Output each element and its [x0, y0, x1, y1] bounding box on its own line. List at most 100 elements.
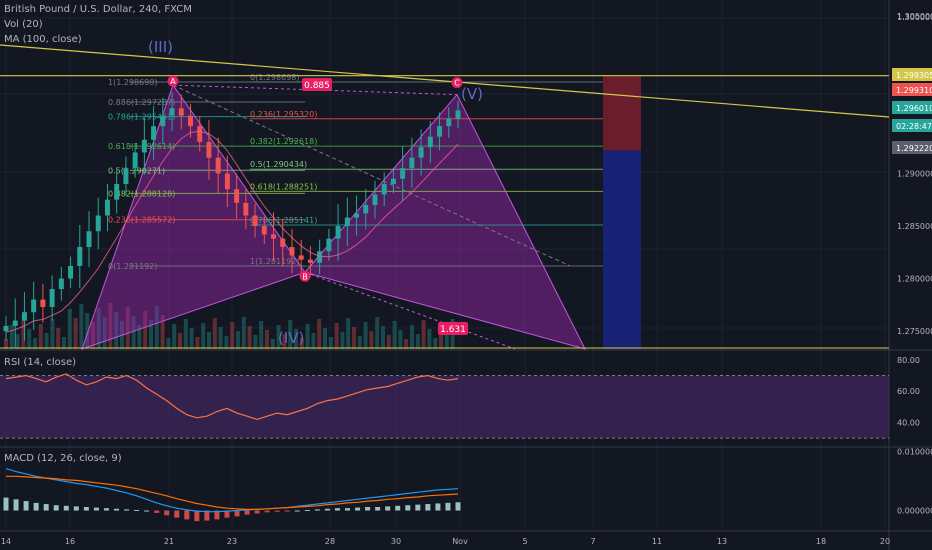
macd-hist-bar — [375, 506, 381, 511]
volume-bar — [9, 325, 14, 349]
macd-hist-bar — [214, 510, 220, 520]
price-tick: 1.300000 — [897, 13, 932, 22]
macd-hist-bar — [405, 505, 411, 511]
candle-body — [298, 255, 304, 260]
candle-body — [234, 189, 240, 203]
fib-right-label: 0.5(1.290434) — [250, 160, 307, 169]
candle-body — [400, 168, 406, 179]
price-label-bg — [892, 141, 932, 154]
macd-hist-bar — [204, 510, 210, 521]
time-tick: 30 — [391, 537, 401, 546]
volume-bar — [363, 322, 368, 349]
point-b-label: B — [302, 272, 308, 281]
harmonic-pattern[interactable] — [81, 84, 586, 350]
volume-bar — [73, 318, 78, 349]
candle-body — [390, 178, 396, 184]
time-tick: 18 — [816, 537, 826, 546]
macd-hist-bar — [113, 508, 119, 511]
volume-bar — [340, 332, 345, 349]
price-label: 1.296010 — [896, 104, 932, 113]
pattern-bd-leg — [304, 271, 516, 350]
volume-bar — [311, 333, 316, 349]
volume-bar — [67, 309, 72, 349]
price-tick: 1.305000 — [897, 12, 932, 21]
candle-body — [252, 215, 258, 227]
candle-body — [77, 247, 83, 266]
volume-bar — [346, 318, 351, 349]
trend-line — [0, 44, 890, 118]
volume-bar — [265, 330, 269, 349]
time-tick: 5 — [522, 537, 527, 546]
price-tick: 1.285000 — [897, 222, 932, 231]
macd-hist-bar — [234, 510, 240, 517]
rsi-band — [0, 375, 889, 439]
candle-body — [307, 259, 313, 263]
macd-hist-bar — [144, 510, 150, 512]
volume-bar — [288, 320, 293, 349]
volume-bar — [44, 333, 49, 349]
fib-left-label: 0.5(1.290271) — [108, 166, 165, 175]
macd-hist-bar — [134, 509, 140, 511]
ratio-label-ab: 0.885 — [304, 81, 330, 91]
volume-bar — [114, 312, 119, 349]
volume-bar — [183, 319, 188, 349]
volume-bar — [143, 311, 148, 349]
volume-bar — [433, 338, 438, 349]
volume-bar — [398, 330, 403, 349]
volume-bar — [224, 336, 229, 349]
volume-bar — [125, 307, 130, 349]
candle-body — [381, 183, 387, 195]
volume-bar — [195, 337, 200, 349]
volume-bar — [421, 320, 426, 349]
volume-bar — [392, 321, 397, 349]
candle-body — [68, 265, 74, 279]
candle-body — [187, 115, 193, 127]
candle-body — [418, 147, 424, 158]
wave-label-iv: (IV) — [278, 329, 304, 347]
candle-body — [197, 126, 203, 142]
candle-body — [151, 126, 157, 140]
volume-bar — [91, 322, 95, 349]
volume-bar — [427, 329, 432, 349]
rsi-tick: 80.00 — [897, 356, 920, 365]
candle-body — [261, 226, 267, 235]
price-tick: 1.290000 — [897, 169, 932, 178]
macd-hist-bar — [284, 510, 290, 512]
macd-hist-bar — [334, 508, 340, 511]
volume-bar — [439, 324, 443, 349]
macd-hist-bar — [83, 506, 89, 511]
time-tick: 28 — [325, 537, 335, 546]
volume-bar — [352, 327, 356, 349]
macd-tick: 0.000000 — [897, 507, 932, 516]
volume-bar — [328, 337, 333, 349]
fib-left-label: 0.886(1.297287) — [108, 98, 175, 107]
macd-hist-bar — [445, 502, 451, 511]
time-tick: 14 — [1, 537, 11, 546]
ma-legend: MA (100, close) — [4, 34, 82, 45]
time-tick: 7 — [590, 537, 595, 546]
macd-hist-bar — [53, 505, 59, 511]
fibonacci-levels[interactable]: 1(1.298698) 0.886(1.297287) 0.786(1.295461… — [108, 73, 603, 271]
candle-body — [317, 251, 323, 263]
candle-body — [86, 231, 92, 248]
fib-left-label: 0.786(1.295461) — [108, 113, 175, 122]
macd-hist-bar — [385, 506, 391, 511]
volume-bar — [369, 331, 374, 349]
volume-bar — [38, 324, 43, 349]
macd-hist-bar — [33, 502, 39, 511]
volume-bar — [375, 317, 380, 349]
volume-bar — [241, 317, 246, 349]
rsi-tick: 40.00 — [897, 419, 920, 428]
fib-left-label: 0.236(1.285572) — [108, 216, 175, 225]
candle-body — [123, 168, 129, 184]
drawings[interactable]: A B C 0.885 1.631 (III) (IV) (V) — [0, 38, 890, 349]
volume-bar — [294, 329, 298, 349]
macd-hist-bar — [294, 510, 300, 512]
volume-bar — [178, 333, 182, 349]
volume-bar — [15, 334, 20, 349]
time-axis[interactable]: 14 16 21 23 28 30 Nov 5 7 11 13 18 20 — [1, 537, 890, 546]
macd-legend: MACD (12, 26, close, 9) — [4, 453, 122, 464]
fib-right-label: 0.786(1.285141) — [250, 216, 317, 225]
